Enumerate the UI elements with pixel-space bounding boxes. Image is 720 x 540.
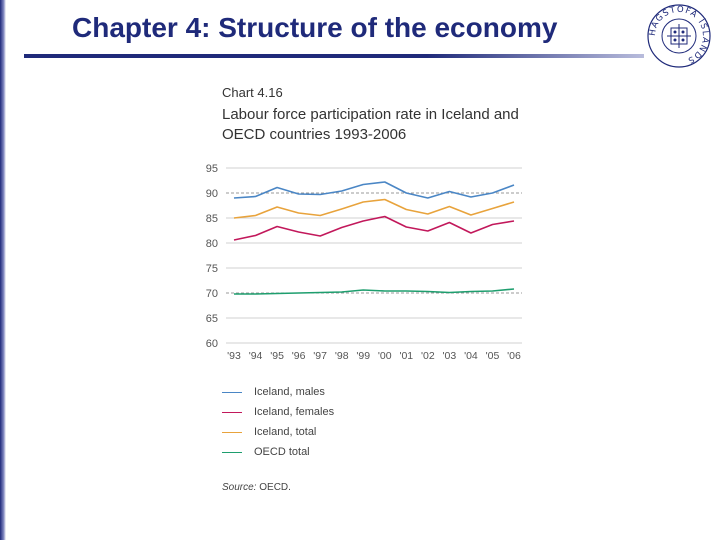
x-tick-label: '00: [378, 350, 392, 362]
series-line-oecd-total: [234, 288, 515, 295]
y-tick-label: 95: [206, 163, 218, 175]
x-tick-label: '94: [249, 350, 263, 362]
source-label: Source:: [222, 482, 257, 493]
chart-source: Source: OECD.: [222, 482, 291, 493]
x-tick-label: '97: [313, 350, 327, 362]
x-tick-label: '04: [464, 350, 478, 362]
legend-swatch: [222, 391, 242, 393]
slide-title: Chapter 4: Structure of the economy: [72, 12, 558, 43]
y-tick-label: 80: [206, 238, 218, 250]
slide-left-bar: [0, 0, 6, 540]
series-line-iceland-females: [233, 215, 515, 241]
x-tick-label: '99: [356, 350, 370, 362]
legend-item: Iceland, males: [222, 382, 334, 402]
legend-swatch: [222, 451, 242, 453]
series-line-iceland-males: [233, 181, 515, 199]
source-text: OECD.: [259, 482, 291, 493]
chart-legend: Iceland, males Iceland, females Iceland, t…: [222, 382, 334, 462]
y-tick-label: 85: [206, 213, 218, 225]
x-tick-label: '06: [507, 350, 521, 362]
y-tick-label: 75: [206, 263, 218, 275]
legend-swatch: [222, 411, 242, 413]
x-tick-label: '05: [486, 350, 500, 362]
x-tick-label: '98: [335, 350, 349, 362]
chart-title: Labour force participation rate in Icela…: [222, 106, 519, 143]
legend-label: Iceland, females: [254, 406, 335, 418]
x-tick-label: '93: [227, 350, 241, 362]
line-chart: 95 90 85 80 75 70 65 60 '93 '94 '95 '96 '97 '98 '99 '00…: [206, 163, 522, 362]
legend-label: OECD total: [254, 446, 310, 458]
x-tick-label: '95: [270, 350, 284, 362]
x-tick-label: '03: [443, 350, 457, 362]
x-tick-label: '96: [292, 350, 306, 362]
legend-label: Iceland, males: [254, 386, 325, 398]
y-tick-label: 90: [206, 188, 218, 200]
legend-item: Iceland, females: [222, 402, 334, 422]
y-tick-label: 60: [206, 338, 218, 350]
legend-swatch: [222, 431, 242, 433]
x-tick-label: '02: [421, 350, 435, 362]
legend-label: Iceland, total: [254, 426, 317, 438]
legend-item: Iceland, total: [222, 422, 334, 442]
chart-number: Chart 4.16: [222, 85, 283, 100]
title-rule: [24, 54, 644, 58]
legend-item: OECD total: [222, 442, 334, 462]
statistics-iceland-seal: HAGSTOFA ÍSLANDS: [647, 4, 711, 68]
series-line-iceland-total: [233, 198, 515, 219]
y-tick-label: 65: [206, 313, 218, 325]
x-tick-label: '01: [399, 350, 413, 362]
y-tick-label: 70: [206, 288, 218, 300]
